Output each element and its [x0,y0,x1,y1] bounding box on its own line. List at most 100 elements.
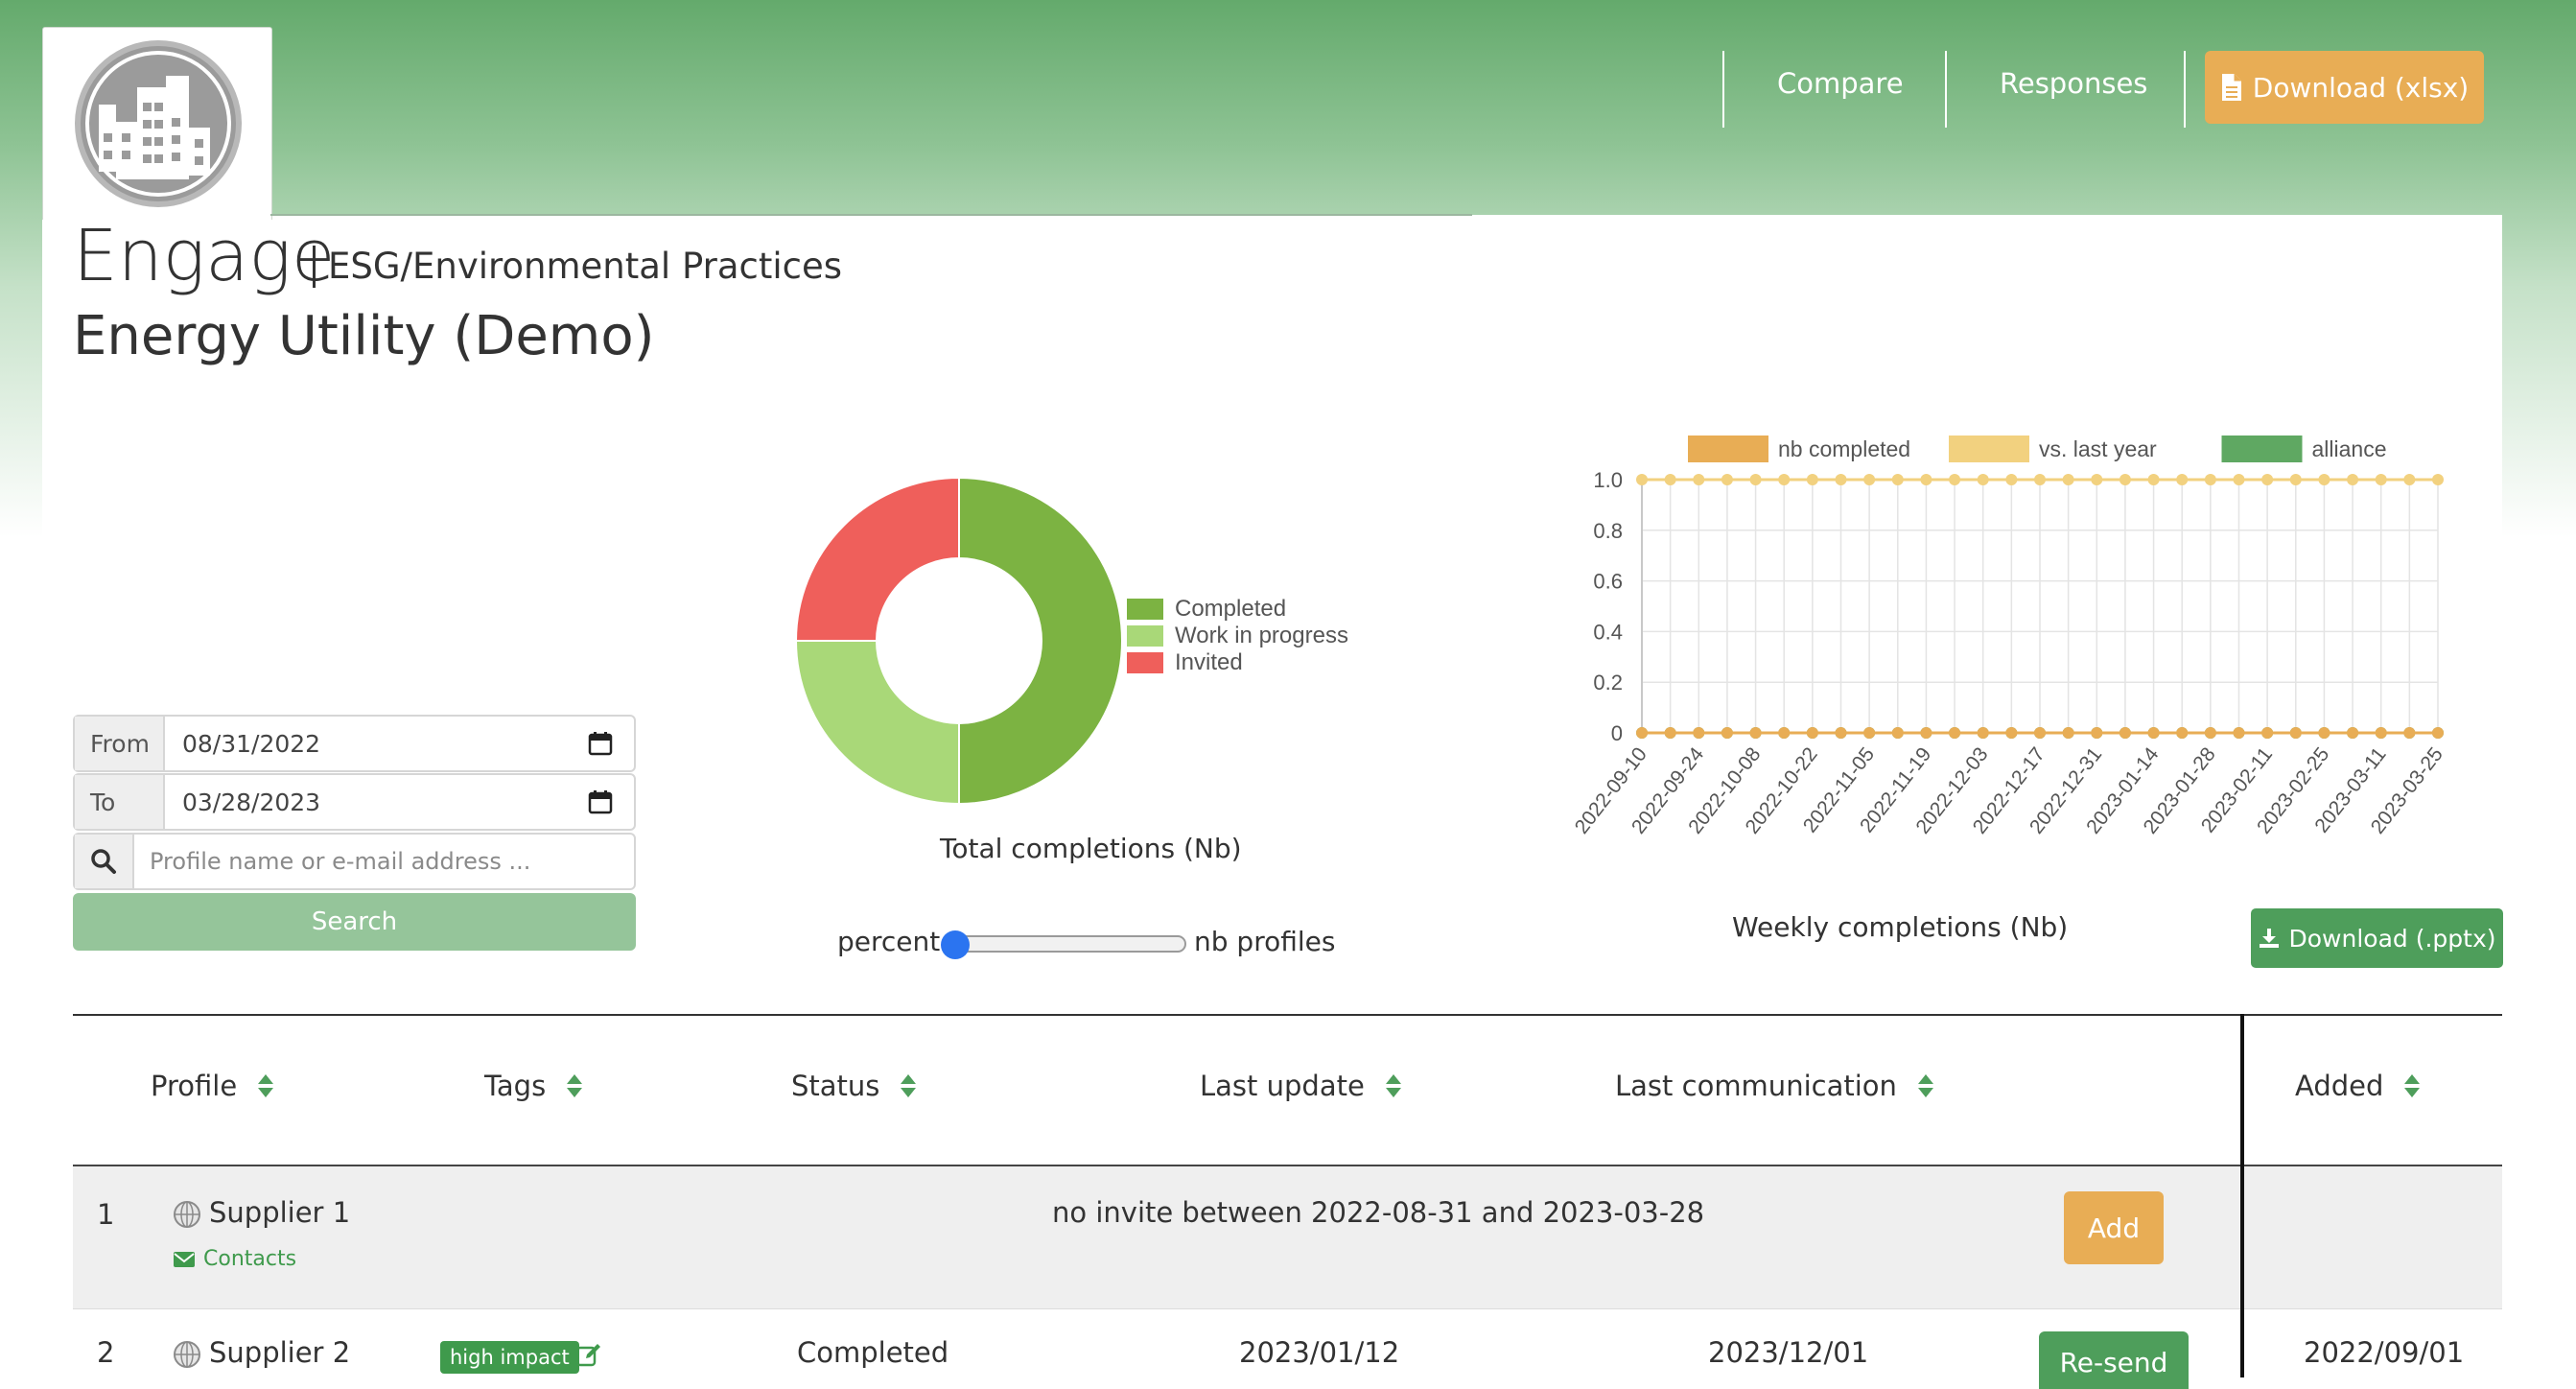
sort-icon[interactable] [1916,1072,1935,1099]
th-last-communication-label: Last communication [1615,1070,1897,1102]
th-last-update-label: Last update [1200,1070,1365,1102]
legend-swatch [1127,652,1163,673]
legend-swatch [1127,625,1163,647]
envelope-icon [174,1251,195,1267]
responses-link[interactable]: Responses [2000,67,2148,100]
th-added[interactable]: Added [2295,1070,2422,1102]
donut-slice-invited [794,476,960,642]
data-point [2347,474,2359,485]
th-last-communication[interactable]: Last communication [1615,1070,1935,1102]
slider-thumb[interactable] [941,930,970,959]
percent-slider[interactable] [945,935,1186,953]
profile-name: Supplier 2 [209,1336,351,1369]
data-point [2005,727,2018,739]
data-point [2318,474,2330,485]
data-point [2204,727,2216,739]
last-update-cell: 2023/01/12 [1239,1336,1400,1369]
th-tags-label: Tags [484,1070,547,1102]
data-point [1891,474,1904,485]
added-cell: 2022/09/01 [2304,1336,2465,1369]
organization-name: Energy Utility (Demo) [73,305,655,367]
logo-tab[interactable] [42,27,272,220]
search-button[interactable]: Search [73,893,636,951]
line-legend-swatch [2221,436,2303,462]
slider-label-percent: percent [837,926,941,957]
legend-swatch [1127,599,1163,620]
row-index: 2 [97,1336,115,1369]
to-date-group: To 03/28/2023 [73,773,636,831]
data-point [2119,727,2131,739]
line-legend-item[interactable]: vs. last year [1949,436,2157,462]
data-point [1636,727,1648,739]
legend-item[interactable]: Work in progress [1127,623,1348,649]
data-point [2147,474,2160,485]
th-tags[interactable]: Tags [484,1070,584,1102]
line-chart-caption: Weekly completions (Nb) [1732,911,2069,943]
add-button[interactable]: Add [2064,1191,2164,1264]
edit-icon[interactable] [575,1342,602,1369]
tab-underline [270,214,1472,216]
calendar-icon[interactable] [588,731,613,756]
sort-icon[interactable] [256,1072,275,1099]
search-input[interactable]: Profile name or e-mail address ... [150,848,531,875]
line-legend-swatch [1949,436,2029,462]
data-point [1778,727,1791,739]
sort-icon[interactable] [565,1072,584,1099]
legend-label: Work in progress [1175,623,1348,648]
calendar-icon[interactable] [588,789,613,814]
data-point [2176,727,2189,739]
last-communication-cell: 2023/12/01 [1708,1336,1869,1369]
data-point [2233,474,2245,485]
from-date-input[interactable]: 08/31/2022 [182,729,321,758]
profile-link[interactable]: Supplier 1 [173,1196,350,1229]
sort-icon[interactable] [899,1072,918,1099]
data-point [1835,727,1847,739]
data-point [1749,727,1762,739]
donut-legend: Completed Work in progress Invited [1127,596,1348,676]
line-legend-label: alliance [2312,436,2387,461]
to-date-input[interactable]: 03/28/2023 [182,788,321,816]
th-last-update[interactable]: Last update [1200,1070,1403,1102]
status-cell: Completed [797,1336,949,1369]
resend-button[interactable]: Re-send [2039,1331,2189,1389]
legend-item[interactable]: Completed [1127,596,1348,623]
line-legend-label: vs. last year [2039,436,2157,461]
data-point [2347,727,2359,739]
legend-label: Completed [1175,596,1287,622]
sort-icon[interactable] [1384,1072,1403,1099]
line-legend-item[interactable]: nb completed [1688,436,1910,462]
line-legend-item[interactable]: alliance [2221,436,2387,462]
data-point [1920,727,1932,739]
y-tick-label: 0 [1611,721,1623,745]
to-label: To [75,775,165,829]
y-tick-label: 0.8 [1593,519,1623,543]
data-point [2233,727,2245,739]
data-point [2176,474,2189,485]
row-index: 1 [97,1198,115,1231]
th-status[interactable]: Status [791,1070,918,1102]
data-point [1749,474,1762,485]
sort-icon[interactable] [2402,1072,2422,1099]
download-xlsx-button[interactable]: Download (xlsx) [2205,51,2484,124]
data-point [2147,727,2160,739]
data-point [1863,727,1876,739]
contacts-link[interactable]: Contacts [173,1247,296,1271]
data-point [1835,474,1847,485]
app-title: Engage [73,215,336,297]
download-pptx-button[interactable]: Download (.pptx) [2251,908,2503,968]
data-point [1920,474,1932,485]
download-xlsx-label: Download (xlsx) [2252,71,2470,104]
data-point [2034,727,2046,739]
legend-item[interactable]: Invited [1127,649,1348,676]
data-point [2289,727,2302,739]
donut-caption: Total completions (Nb) [940,833,1242,864]
compare-link[interactable]: Compare [1777,67,1904,100]
data-point [2403,727,2416,739]
profile-link[interactable]: Supplier 2 [173,1336,350,1369]
sticky-column-divider [2240,1014,2244,1377]
tag-badge[interactable]: high impact [440,1341,579,1374]
th-status-label: Status [791,1070,880,1102]
th-profile[interactable]: Profile [151,1070,275,1102]
slider-label-profiles: nb profiles [1194,926,1336,957]
search-addon [75,835,134,888]
